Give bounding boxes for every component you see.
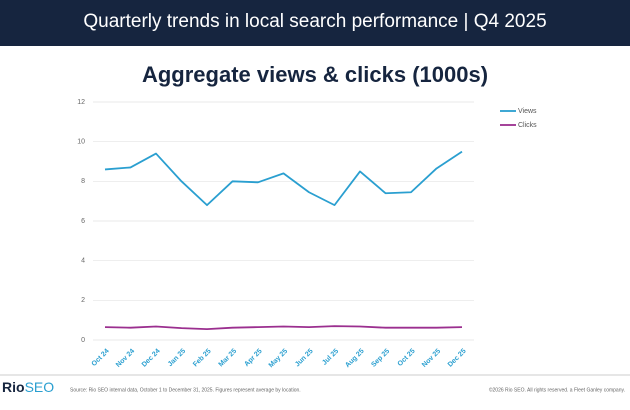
logo: RioSEO bbox=[2, 379, 54, 395]
y-tick-label: 4 bbox=[81, 258, 85, 265]
y-tick-label: 0 bbox=[81, 337, 85, 344]
y-tick-label: 12 bbox=[77, 99, 85, 106]
x-tick-label: Nov 25 bbox=[421, 348, 442, 369]
y-tick-label: 2 bbox=[81, 297, 85, 304]
header-band bbox=[0, 0, 630, 46]
footer-copyright: ©2026 Rio SEO. All rights reserved. a Fl… bbox=[489, 386, 625, 393]
header-title: Quarterly trends in local search perform… bbox=[83, 11, 546, 32]
x-tick-label: Oct 24 bbox=[91, 348, 111, 368]
x-tick-label: Jul 25 bbox=[321, 348, 340, 367]
x-tick-label: Oct 25 bbox=[397, 348, 417, 368]
line-series bbox=[104, 325, 463, 330]
legend-label: Views bbox=[518, 108, 537, 115]
x-tick-label: Apr 25 bbox=[243, 348, 263, 368]
x-tick-label: Jan 25 bbox=[167, 348, 187, 368]
chart-title: Aggregate views & clicks (1000s) bbox=[142, 62, 488, 87]
x-tick-label: Aug 25 bbox=[344, 348, 366, 370]
y-tick-label: 6 bbox=[81, 218, 85, 225]
x-tick-label: Dec 24 bbox=[141, 348, 162, 369]
y-tick-label: 8 bbox=[81, 178, 85, 185]
x-tick-label: Nov 24 bbox=[115, 348, 136, 369]
line-series bbox=[104, 150, 463, 207]
x-tick-label: Dec 25 bbox=[447, 348, 468, 369]
x-tick-label: Feb 25 bbox=[192, 348, 213, 369]
x-tick-label: Mar 25 bbox=[218, 348, 239, 369]
legend-label: Clicks bbox=[518, 122, 537, 129]
x-tick-label: May 25 bbox=[268, 348, 290, 370]
x-tick-label: Sep 25 bbox=[370, 348, 391, 369]
x-tick-label: Jun 25 bbox=[294, 348, 315, 369]
footer-source: Source: Rio SEO internal data, October 1… bbox=[70, 387, 301, 393]
y-tick-label: 10 bbox=[77, 139, 85, 146]
